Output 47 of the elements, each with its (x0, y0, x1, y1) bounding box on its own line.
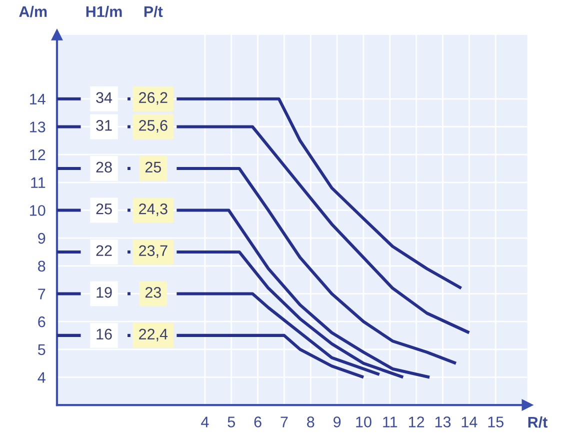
y-tick-label: 9 (38, 232, 46, 244)
y-tick-label: 6 (38, 316, 46, 328)
x-tick-label: 14 (462, 416, 478, 428)
x-tick-label: 7 (280, 416, 288, 428)
x-axis-title: R/t (528, 416, 548, 428)
y-tick-label: 12 (30, 149, 46, 160)
annotation: 26,2 (139, 92, 168, 105)
annotation: 28 (96, 162, 112, 173)
x-tick-label: 9 (334, 416, 341, 428)
y-tick-label: 4 (38, 372, 46, 383)
annotation: 16 (96, 328, 112, 340)
annotation: 24,3 (139, 204, 168, 216)
x-tick-label: 13 (435, 416, 451, 428)
y-tick-label: 5 (38, 344, 46, 356)
annotation: 23,7 (139, 245, 168, 258)
text: H1/m (86, 6, 122, 18)
x-tick-label: 10 (356, 416, 372, 428)
x-tick-label: 8 (307, 416, 314, 428)
annotation: 23 (145, 287, 161, 298)
line-series (175, 292, 381, 376)
y-axis-title: A/m (19, 6, 47, 18)
annotation: 25,6 (139, 120, 168, 133)
y-tick-label: 10 (30, 205, 46, 216)
line-series (175, 334, 366, 379)
y-tick-label: 7 (38, 288, 46, 300)
annotation: 22 (96, 245, 112, 256)
text: P/t (144, 6, 163, 18)
annotation: 22,4 (139, 328, 168, 342)
annotation: 25 (145, 162, 162, 173)
y-tick-label: 14 (30, 94, 46, 104)
x-tick-label: 4 (201, 416, 209, 428)
line-series (175, 125, 471, 334)
y-tick-label: 13 (30, 122, 46, 132)
y-tick-label: 11 (31, 177, 46, 188)
annotation: 25 (96, 204, 112, 214)
line-series (175, 166, 458, 365)
line-series (175, 97, 463, 290)
line-series (175, 208, 432, 379)
x-tick-label: 15 (488, 416, 504, 428)
y-tick-label: 8 (38, 260, 46, 272)
annotation: 31 (96, 120, 112, 131)
annotation: 34 (96, 92, 112, 103)
annotation: 19 (96, 287, 112, 298)
x-tick-label: 11 (383, 416, 398, 428)
x-tick-label: 5 (228, 416, 235, 428)
x-tick-label: 12 (409, 416, 424, 428)
x-tick-label: 6 (254, 416, 262, 428)
